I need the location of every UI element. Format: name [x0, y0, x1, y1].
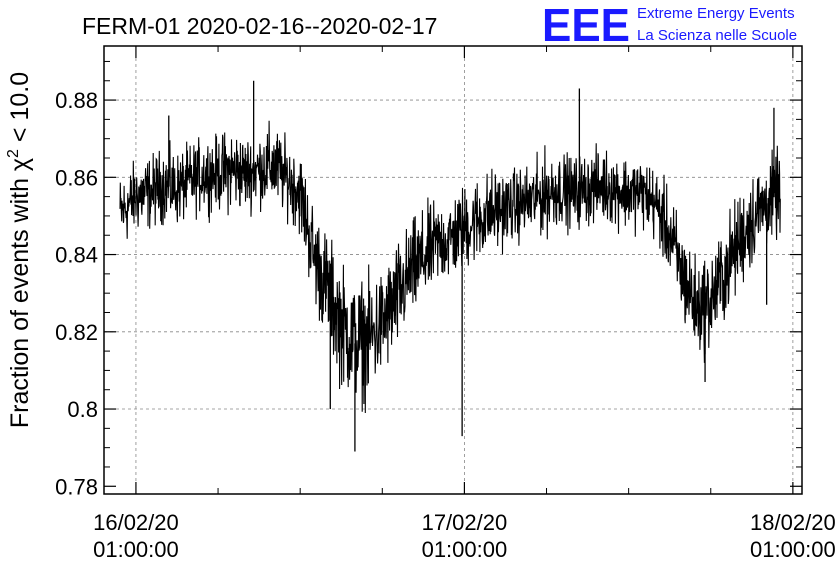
x-tick-label-date: 16/02/20	[93, 510, 179, 535]
series-layer	[119, 80, 781, 452]
eee-logo: EEE Extreme Energy Events La Scienza nel…	[542, 0, 797, 51]
y-tick-label: 0.8	[67, 397, 98, 422]
y-axis-label-symbol: χ	[6, 158, 34, 171]
logo-letters: EEE	[542, 0, 630, 51]
x-tick-label-time: 01:00:00	[750, 537, 836, 562]
y-axis-label-suffix: < 10.0	[6, 72, 34, 149]
logo-caption-line2: La Scienza nelle Scuole	[637, 27, 797, 44]
chart-title: FERM-01 2020-02-16--2020-02-17	[82, 13, 437, 39]
x-tick-label-time: 01:00:00	[93, 537, 179, 562]
x-tick-label-time: 01:00:00	[422, 537, 508, 562]
x-tick-label-date: 18/02/20	[750, 510, 836, 535]
y-tick-label: 0.78	[55, 474, 98, 499]
x-tick-labels: 16/02/2001:00:0017/02/2001:00:0018/02/20…	[93, 510, 836, 562]
y-axis-label-prefix: Fraction of events with	[6, 171, 34, 428]
y-tick-label: 0.88	[55, 88, 98, 113]
grid-lines	[104, 46, 802, 494]
y-tick-labels: 0.78 0.8 0.82 0.84 0.86 0.88	[55, 88, 98, 499]
y-axis-label-superscript: 2	[5, 149, 22, 158]
plot-frame	[103, 45, 803, 495]
series-line	[119, 120, 781, 414]
x-tick-label-date: 17/02/20	[422, 510, 508, 535]
y-tick-label: 0.82	[55, 320, 98, 345]
logo-caption-line1: Extreme Energy Events	[637, 5, 795, 22]
y-tick-label: 0.86	[55, 165, 98, 190]
axis-ticks	[104, 46, 802, 494]
y-axis-label: Fraction of events with χ2 < 10.0	[5, 72, 34, 428]
y-tick-label: 0.84	[55, 243, 98, 268]
